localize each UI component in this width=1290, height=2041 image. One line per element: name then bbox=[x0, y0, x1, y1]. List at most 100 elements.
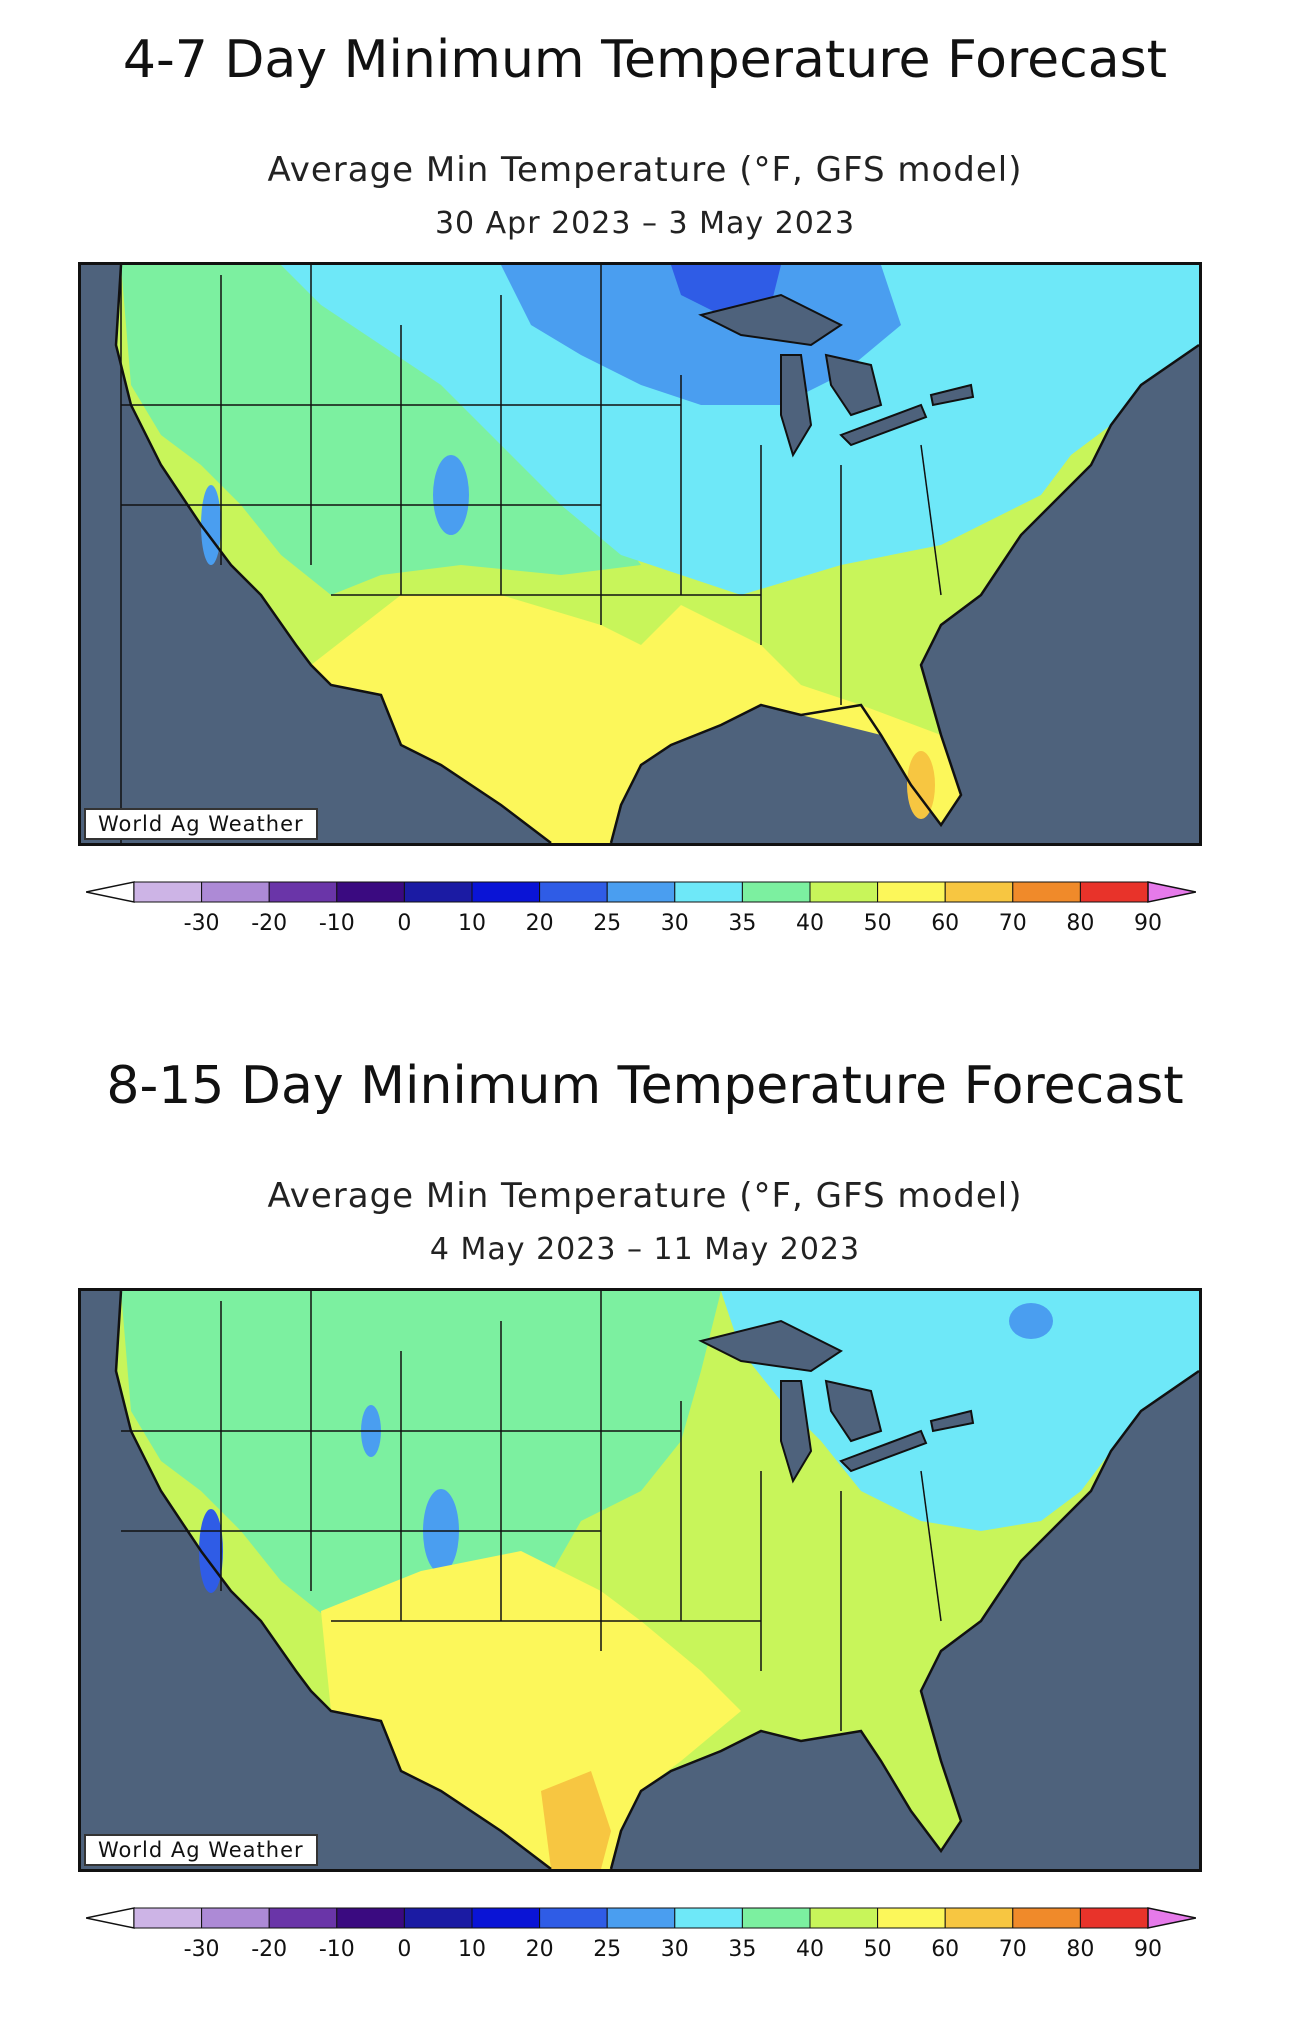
warm-zone bbox=[321, 1551, 741, 1869]
legend-swatch bbox=[674, 1907, 743, 1929]
temperature-map-graphic bbox=[81, 265, 1199, 843]
color-legend: -30-20-1001020253035405060708090100110 bbox=[86, 878, 1196, 938]
lake-huron bbox=[824, 353, 883, 417]
south-texas-warm-pocket bbox=[541, 1771, 611, 1869]
legend-swatch bbox=[809, 881, 879, 903]
lake-huron bbox=[824, 1379, 883, 1443]
legend-tick-label: 60 bbox=[931, 1937, 959, 1962]
map-heading: 4-7 Day Minimum Temperature Forecast bbox=[122, 30, 1168, 90]
legend-tick-label: 20 bbox=[526, 1937, 554, 1962]
coastline bbox=[114, 1291, 1199, 1869]
legend-tick-label: 10 bbox=[458, 911, 486, 936]
legend-tick-label: -30 bbox=[184, 1937, 220, 1962]
legend-tick-label: 40 bbox=[796, 1937, 824, 1962]
map-subtitle: Average Min Temperature (°F, GFS model) bbox=[267, 150, 1023, 190]
warm-zone bbox=[311, 595, 961, 843]
map-date-range: 4 May 2023 – 11 May 2023 bbox=[429, 1232, 861, 1267]
legend-tick-label: 80 bbox=[1066, 911, 1094, 936]
lake-michigan bbox=[780, 1380, 813, 1484]
legend-tick-label: -20 bbox=[251, 911, 287, 936]
legend-swatch bbox=[268, 1907, 338, 1929]
lake-ontario bbox=[929, 383, 975, 407]
legend-tick-label: 0 bbox=[397, 1937, 411, 1962]
lake-superior bbox=[698, 293, 843, 347]
legend-arrow-high bbox=[1147, 881, 1196, 903]
sierra-cold-pocket bbox=[199, 1509, 223, 1593]
legend-tick-label: 25 bbox=[593, 911, 621, 936]
state-borders bbox=[121, 1291, 942, 1731]
legend-swatch bbox=[877, 881, 946, 903]
legend-swatch bbox=[201, 1907, 270, 1929]
mountain-cold-pocket bbox=[433, 455, 469, 535]
lake-michigan bbox=[780, 354, 813, 458]
florida-warm-pocket bbox=[907, 751, 935, 819]
legend-tick-label: 90 bbox=[1134, 911, 1162, 936]
mild-zone bbox=[121, 265, 641, 595]
coastline bbox=[114, 265, 1199, 843]
legend-swatch bbox=[403, 881, 473, 903]
legend-tick-label: 70 bbox=[999, 911, 1027, 936]
map-credit: World Ag Weather bbox=[84, 1834, 318, 1866]
legend-swatch bbox=[1079, 1907, 1149, 1929]
legend-swatch bbox=[201, 881, 270, 903]
legend-swatch bbox=[539, 1907, 608, 1929]
legend-swatch bbox=[471, 881, 541, 903]
temperature-map: World Ag Weather bbox=[78, 1288, 1202, 1872]
legend-tick-label: 50 bbox=[864, 911, 892, 936]
legend-swatch bbox=[741, 881, 811, 903]
mild-zone bbox=[121, 1291, 721, 1621]
color-legend: -30-20-1001020253035405060708090100110 bbox=[86, 1904, 1196, 1964]
legend-tick-label: 100 bbox=[1195, 911, 1196, 936]
legend-swatch bbox=[606, 1907, 676, 1929]
legend-tick-label: 80 bbox=[1066, 1937, 1094, 1962]
legend-swatch bbox=[336, 881, 405, 903]
legend-tick-label: -10 bbox=[319, 911, 355, 936]
legend-swatch bbox=[133, 881, 203, 903]
legend-colorbar: -30-20-1001020253035405060708090100110 bbox=[86, 1907, 1196, 1962]
legend-swatch bbox=[133, 1907, 203, 1929]
legend-tick-label: 30 bbox=[661, 911, 689, 936]
legend-tick-label: -20 bbox=[251, 1937, 287, 1962]
legend-tick-label: 10 bbox=[458, 1937, 486, 1962]
legend-tick-label: 30 bbox=[661, 1937, 689, 1962]
cold-pocket bbox=[1009, 1303, 1053, 1339]
legend-tick-label: 20 bbox=[526, 911, 554, 936]
legend-swatch bbox=[674, 881, 743, 903]
legend-swatch bbox=[877, 1907, 946, 1929]
legend-swatch bbox=[1079, 881, 1149, 903]
legend-tick-label: 90 bbox=[1134, 1937, 1162, 1962]
legend-swatch bbox=[809, 1907, 879, 1929]
legend-swatch bbox=[336, 1907, 405, 1929]
map-heading: 8-15 Day Minimum Temperature Forecast bbox=[106, 1056, 1184, 1116]
lake-superior bbox=[698, 1319, 843, 1373]
map-credit: World Ag Weather bbox=[84, 808, 318, 840]
legend-tick-label: 60 bbox=[931, 911, 959, 936]
legend-tick-label: 25 bbox=[593, 1937, 621, 1962]
legend-tick-label: 70 bbox=[999, 1937, 1027, 1962]
legend-tick-label: -30 bbox=[184, 911, 220, 936]
legend-swatch bbox=[741, 1907, 811, 1929]
state-borders bbox=[120, 265, 942, 843]
temperature-map: World Ag Weather bbox=[78, 262, 1202, 846]
temperature-map-graphic bbox=[81, 1291, 1199, 1869]
sierra-cold-pocket bbox=[201, 485, 221, 565]
legend-arrow-low bbox=[86, 1907, 135, 1929]
legend-swatch bbox=[606, 881, 676, 903]
legend-arrow-high bbox=[1147, 1907, 1196, 1929]
legend-swatch bbox=[944, 1907, 1014, 1929]
legend-swatch bbox=[1012, 1907, 1081, 1929]
legend-swatch bbox=[1012, 881, 1081, 903]
legend-swatch bbox=[403, 1907, 473, 1929]
legend-swatch bbox=[471, 1907, 541, 1929]
legend-tick-label: -10 bbox=[319, 1937, 355, 1962]
legend-swatch bbox=[539, 881, 608, 903]
legend-tick-label: 0 bbox=[397, 911, 411, 936]
lake-erie bbox=[839, 1429, 928, 1473]
legend-colorbar: -30-20-1001020253035405060708090100110 bbox=[86, 881, 1196, 936]
legend-swatch bbox=[268, 881, 338, 903]
legend-arrow-low bbox=[86, 881, 135, 903]
legend-tick-label: 100 bbox=[1195, 1937, 1196, 1962]
legend-tick-label: 50 bbox=[864, 1937, 892, 1962]
legend-swatch bbox=[944, 881, 1014, 903]
map-subtitle: Average Min Temperature (°F, GFS model) bbox=[267, 1176, 1023, 1216]
